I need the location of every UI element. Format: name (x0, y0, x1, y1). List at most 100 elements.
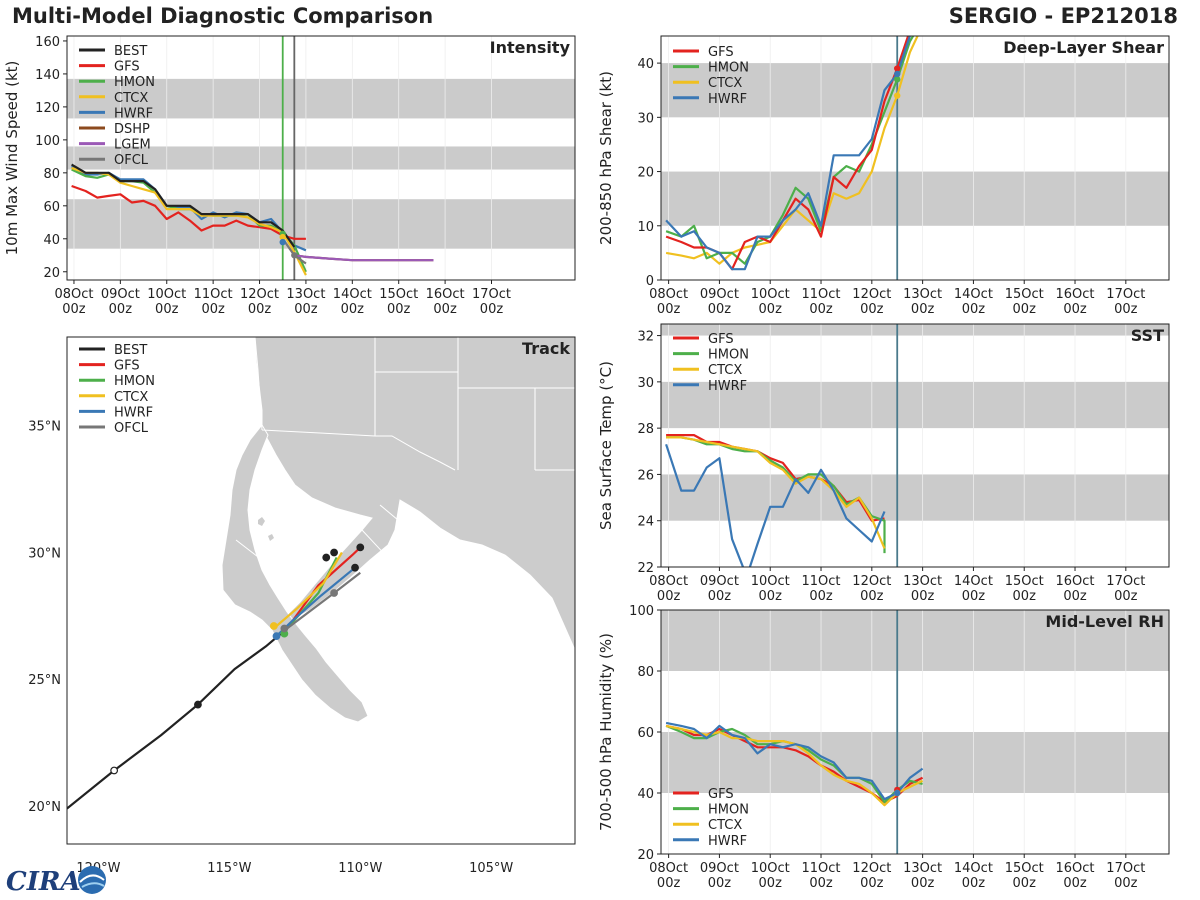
plot-frame (660, 323, 1170, 568)
x-tick-label: 09Oct (700, 574, 739, 589)
legend-label: HMON (708, 348, 749, 363)
track-panel: 120°W115°W110°W105°W20°N25°N30°N35°NTrac… (28, 336, 576, 876)
y-axis-label: Sea Surface Temp (°C) (597, 361, 615, 530)
x-tick-label: 14Oct (954, 861, 993, 876)
y-tick-label: 40 (43, 233, 60, 248)
y-tick-label: 28 (637, 422, 654, 437)
x-tick-label: 00z (860, 302, 884, 317)
legend-label: DSHP (114, 122, 150, 137)
x-tick-label: 00z (708, 302, 732, 317)
y-tick-label: 100 (35, 134, 60, 149)
x-tick-label: 00z (1114, 302, 1138, 317)
x-tick-label: 00z (809, 876, 833, 891)
x-tick-label: 00z (759, 589, 783, 604)
sst-panel: 22242628303208Oct00z09Oct00z10Oct00z11Oc… (597, 323, 1170, 604)
x-tick-label: 110°W (338, 861, 382, 876)
state-border (379, 504, 471, 557)
land-island (268, 534, 274, 541)
y-tick-label: 20 (637, 166, 654, 181)
legend-label: BEST (114, 343, 147, 358)
panel-title: Mid-Level RH (1045, 612, 1164, 631)
y-tick-label: 120 (35, 101, 60, 116)
shear-panel: 01020304008Oct00z09Oct00z10Oct00z11Oct00… (597, 35, 1170, 317)
panel-title: SST (1131, 326, 1164, 345)
point-hwrf (279, 238, 286, 246)
x-tick-label: 115°W (207, 861, 251, 876)
threshold-band (67, 199, 575, 249)
legend-label: GFS (708, 332, 734, 347)
x-tick-label: 00z (1063, 876, 1087, 891)
threshold-band (661, 610, 1169, 671)
y-tick-label: 35°N (28, 420, 61, 435)
y-tick-label: 10 (637, 220, 654, 235)
legend-label: CTCX (114, 390, 148, 405)
logo-text: CIRA (6, 867, 81, 897)
panel-title: Track (522, 339, 570, 358)
legend-label: GFS (708, 787, 734, 802)
y-tick-label: 80 (43, 167, 60, 182)
y-tick-label: 30°N (28, 546, 61, 561)
cira-logo: CIRA (6, 866, 106, 897)
series-hwrf (665, 36, 912, 271)
x-tick-label: 00z (708, 589, 732, 604)
plot-area (661, 610, 1169, 854)
series-ctcx (666, 436, 886, 549)
plot-frame (66, 336, 576, 845)
legend-label: HMON (114, 374, 155, 389)
x-tick-label: 16Oct (1056, 287, 1095, 302)
track-point (322, 553, 331, 562)
y-axis-label: 700-500 hPa Humidity (%) (597, 633, 615, 831)
x-tick-label: 09Oct (101, 287, 140, 302)
x-tick-label: 11Oct (802, 287, 841, 302)
track-gfs (286, 546, 362, 630)
series-hwrf (665, 721, 924, 801)
state-border (329, 594, 401, 626)
x-tick-label: 11Oct (802, 574, 841, 589)
y-tick-label: 30 (637, 376, 654, 391)
x-tick-label: 17Oct (472, 287, 511, 302)
y-tick-label: 25°N (28, 673, 61, 688)
legend-label: GFS (708, 45, 734, 60)
x-tick-label: 00z (911, 589, 935, 604)
legend-label: HWRF (114, 106, 153, 121)
track-point (280, 624, 289, 633)
legend-label: CTCX (708, 818, 742, 833)
x-tick-label: 13Oct (903, 287, 942, 302)
x-tick-label: 105°W (469, 861, 513, 876)
x-tick-label: 00z (657, 589, 681, 604)
point-hmon (894, 76, 901, 83)
x-tick-label: 11Oct (194, 287, 233, 302)
y-tick-label: 20 (43, 266, 60, 281)
x-tick-label: 00z (387, 302, 411, 317)
x-tick-label: 15Oct (1005, 287, 1044, 302)
legend-label: OFCL (114, 153, 149, 168)
y-tick-label: 0 (646, 274, 654, 289)
x-tick-label: 17Oct (1106, 574, 1145, 589)
x-tick-label: 00z (911, 876, 935, 891)
x-tick-label: 14Oct (954, 574, 993, 589)
x-tick-label: 00z (109, 302, 133, 317)
state-border (254, 337, 263, 431)
series-lgem (294, 254, 434, 262)
legend-label: HWRF (708, 834, 747, 849)
y-axis-label: 200-850 hPa Shear (kt) (597, 71, 615, 245)
x-tick-label: 08Oct (649, 287, 688, 302)
x-tick-label: 00z (1114, 876, 1138, 891)
legend-label: HWRF (708, 92, 747, 107)
x-tick-label: 00z (759, 876, 783, 891)
x-tick-label: 00z (62, 302, 86, 317)
state-border (235, 539, 271, 586)
legend-label: HWRF (708, 379, 747, 394)
globe-icon (78, 866, 106, 894)
legend-label: CTCX (708, 363, 742, 378)
x-tick-label: 16Oct (426, 287, 465, 302)
y-tick-label: 40 (637, 57, 654, 72)
x-tick-label: 00z (1013, 876, 1037, 891)
x-tick-label: 13Oct (903, 574, 942, 589)
x-tick-label: 14Oct (333, 287, 372, 302)
y-tick-label: 80 (637, 665, 654, 680)
page-title: Multi-Model Diagnostic Comparison (12, 4, 434, 28)
land-island (258, 517, 265, 526)
x-tick-label: 11Oct (802, 861, 841, 876)
rh-panel: 2040608010008Oct00z09Oct00z10Oct00z11Oct… (597, 604, 1170, 891)
